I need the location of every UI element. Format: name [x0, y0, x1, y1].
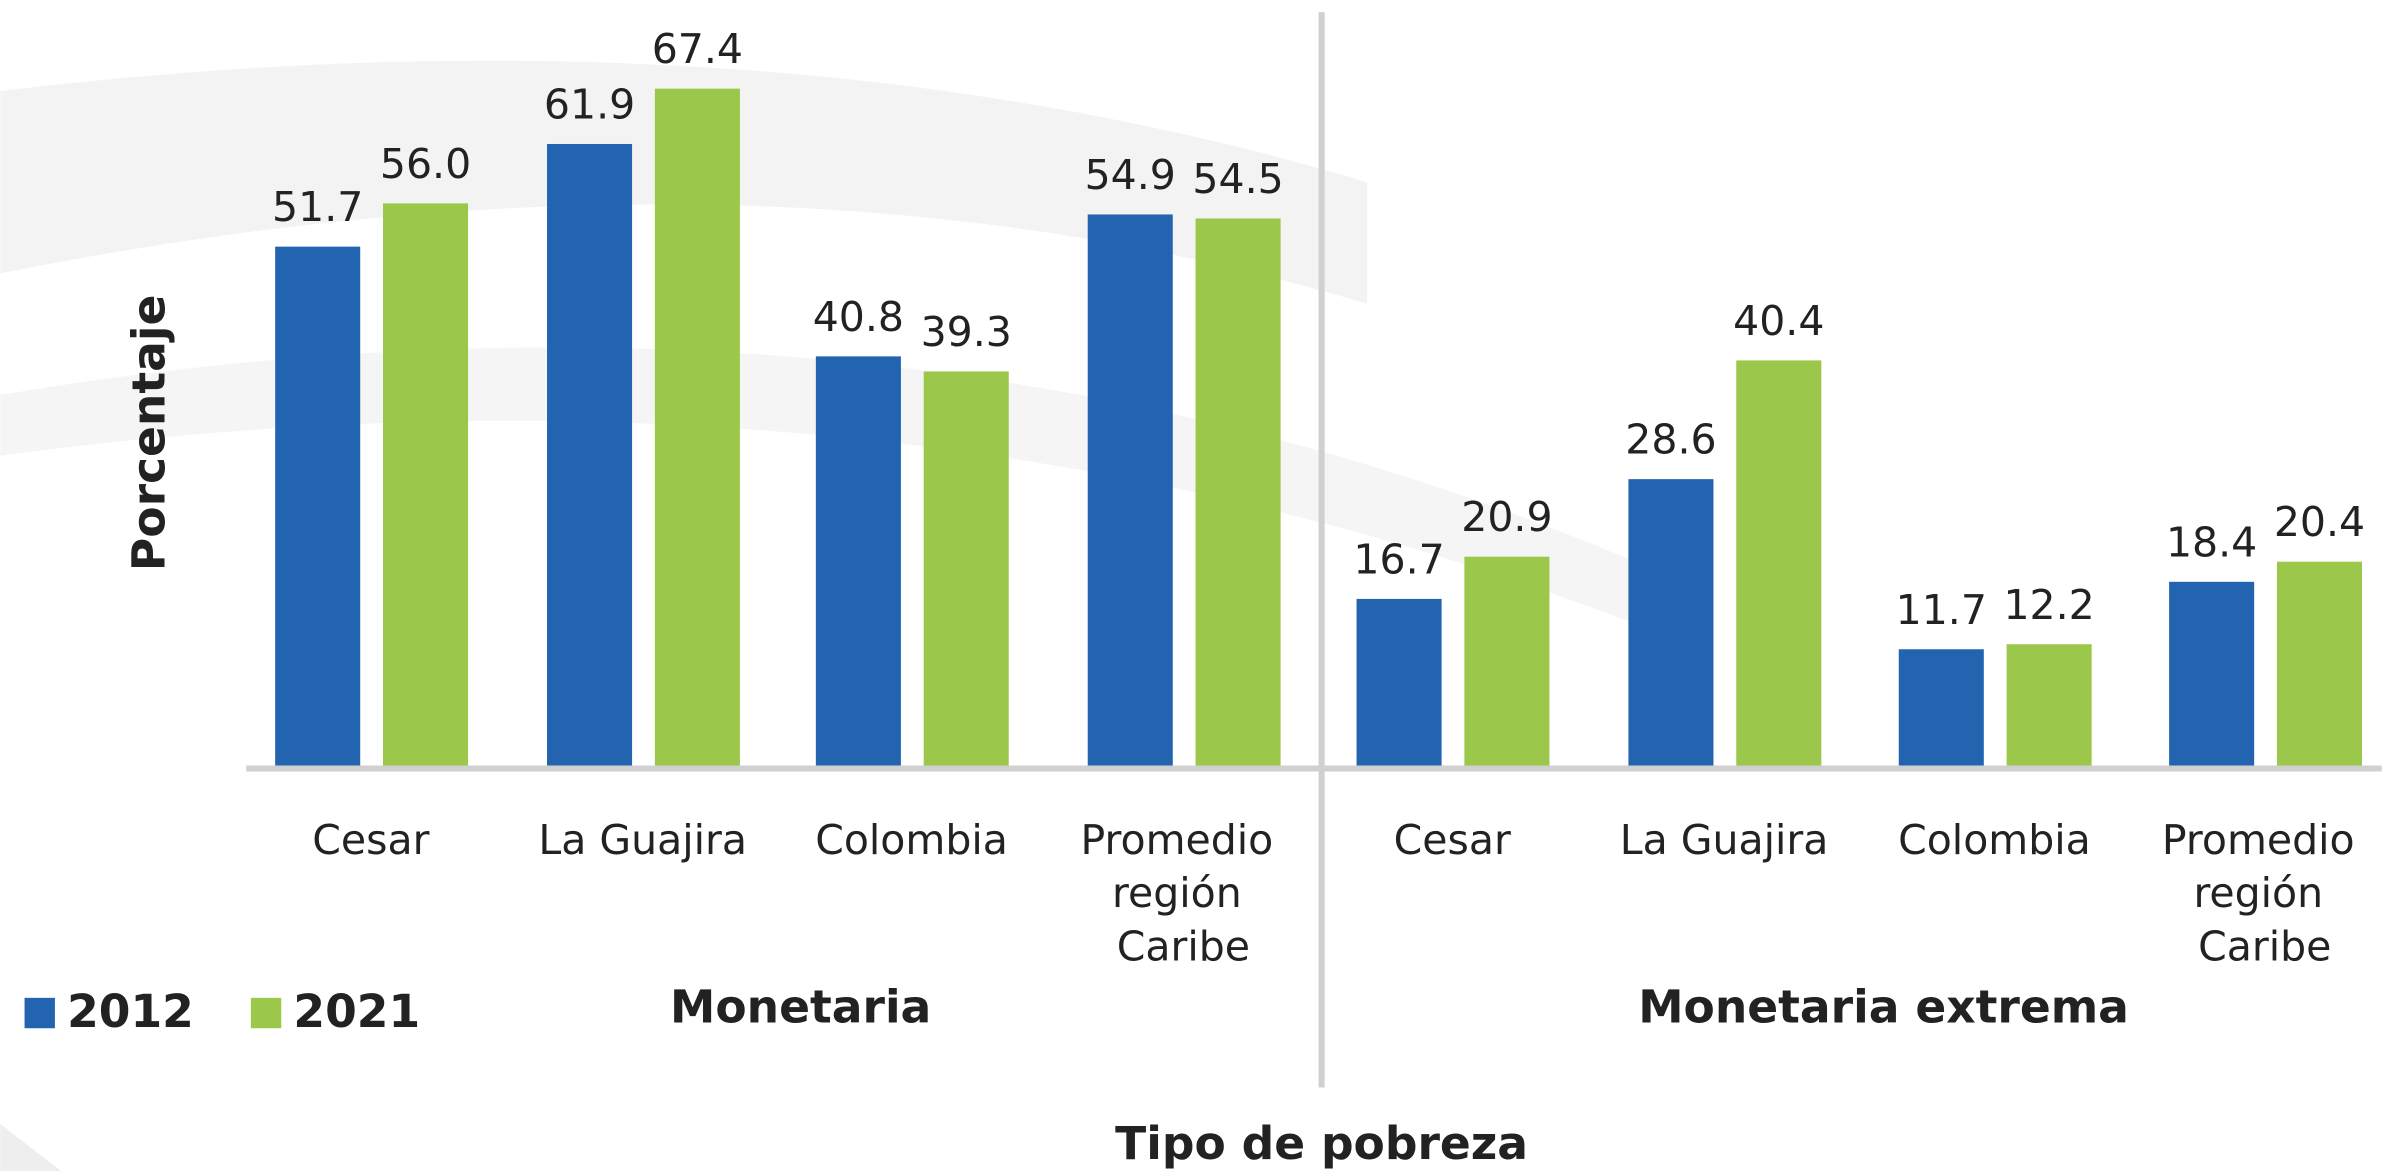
value-label: 20.9	[1461, 493, 1552, 541]
bar	[547, 143, 633, 767]
x-tick-label: Cesar	[312, 816, 429, 864]
bar	[1628, 479, 1714, 767]
value-label: 40.8	[813, 293, 904, 341]
bar	[1464, 556, 1550, 767]
x-tick-label: Cesar	[1394, 816, 1511, 864]
group-label: Monetaria	[670, 981, 931, 1034]
x-tick-label: La Guajira	[538, 816, 747, 864]
x-tick-label: Colombia	[815, 816, 1008, 864]
bar	[1356, 598, 1442, 767]
legend-swatch	[250, 997, 282, 1029]
bar	[654, 88, 740, 767]
value-label: 20.4	[2274, 498, 2365, 546]
y-axis-title: Porcentaje	[123, 295, 176, 571]
value-label: 54.5	[1192, 155, 1283, 203]
value-label: 18.4	[2166, 518, 2257, 566]
bar	[815, 356, 901, 767]
bar	[2006, 644, 2092, 767]
value-label: 56.0	[380, 140, 471, 188]
x-axis-title: Tipo de pobreza	[1115, 1117, 1528, 1170]
bar	[1195, 218, 1281, 767]
value-label: 67.4	[652, 25, 743, 73]
background-swoosh	[0, 1123, 62, 1171]
bar	[1736, 360, 1822, 767]
value-label: 61.9	[544, 81, 635, 129]
bar	[2169, 581, 2255, 767]
bar	[275, 246, 361, 767]
value-label: 39.3	[921, 308, 1012, 356]
bar	[2276, 561, 2362, 767]
x-tick-label: La Guajira	[1620, 816, 1829, 864]
legend-swatch	[24, 997, 55, 1029]
legend-label: 2021	[293, 985, 420, 1038]
value-label: 40.4	[1733, 297, 1824, 345]
value-label: 54.9	[1085, 151, 1176, 199]
value-label: 28.6	[1625, 416, 1716, 464]
bar	[382, 203, 469, 767]
value-label: 16.7	[1353, 535, 1444, 583]
bar	[1087, 214, 1173, 767]
value-label: 12.2	[2003, 581, 2094, 629]
x-tick-label: Promedio región Caribe	[2162, 816, 2368, 970]
x-tick-label: Promedio región Caribe	[1081, 816, 1287, 970]
value-label: 11.7	[1896, 586, 1987, 634]
x-tick-label: Colombia	[1898, 816, 2091, 864]
bar	[923, 371, 1009, 767]
value-label: 51.7	[272, 183, 363, 231]
group-label: Monetaria extrema	[1638, 981, 2129, 1034]
bar	[1898, 649, 1984, 767]
legend-label: 2012	[67, 985, 194, 1038]
